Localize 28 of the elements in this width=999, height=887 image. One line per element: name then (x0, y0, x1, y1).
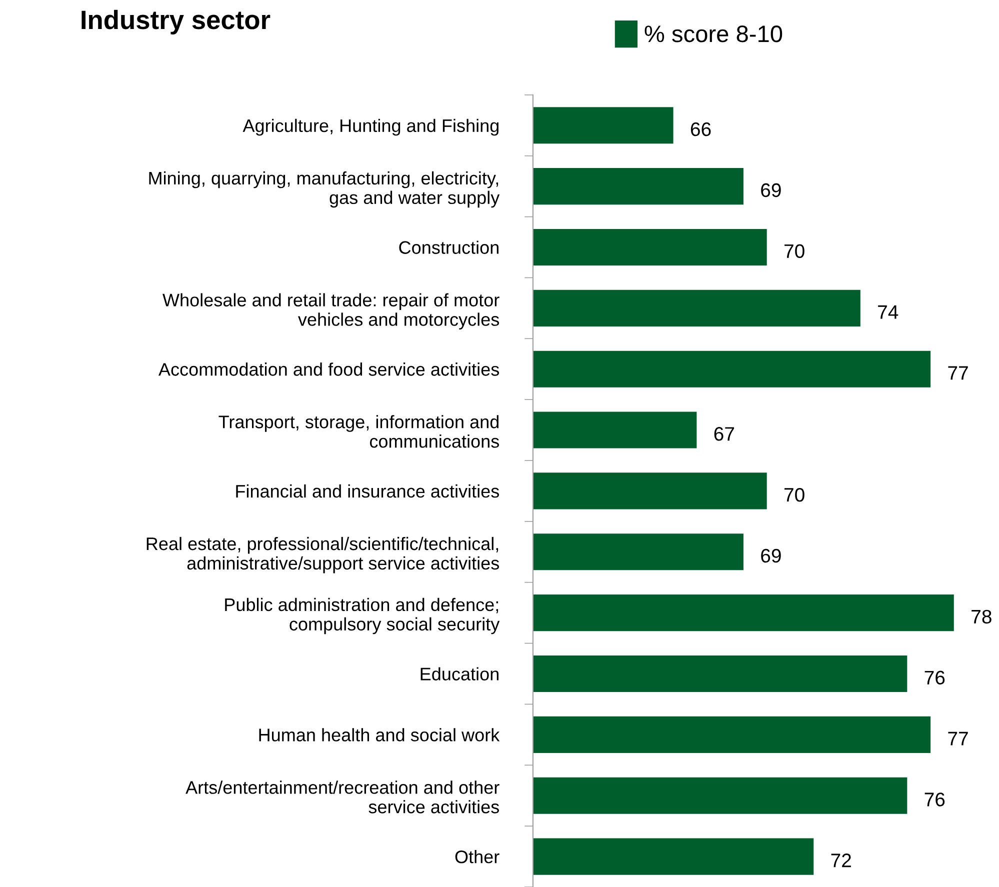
data-label: 70 (784, 488, 804, 502)
y-tick-label: Arts/entertainment/recreation and other service activities (186, 780, 500, 814)
text: Industry sector (82, 10, 270, 34)
y-tick-label: Education (420, 667, 498, 680)
data-label: 77 (948, 366, 968, 380)
data-label: 77 (948, 732, 968, 746)
data-label: 78 (972, 610, 992, 624)
y-tick-label: Transport, storage, information and communications (218, 415, 499, 448)
y-tick-label: Public administration and defence; compulsory social security (225, 598, 500, 634)
y-tick-label: Construction (399, 240, 498, 254)
y-tick-label: Wholesale and retail trade: repair of motor vehicles and motorcycles (162, 293, 500, 330)
y-tick-label: Mining, quarrying, manufacturing, electricity, gas and water supply (149, 171, 500, 208)
data-label: 76 (924, 670, 945, 685)
data-label: 74 (878, 305, 898, 319)
data-label: 72 (831, 854, 851, 868)
data-label: 70 (784, 244, 804, 258)
data-label: 67 (714, 427, 734, 441)
y-tick-label: Real estate, professional/scientific/technical, administrative/support service activities (146, 536, 499, 574)
data-label: 76 (924, 792, 945, 806)
legend-label: % score 8-10 (644, 26, 782, 42)
y-tick-label: Human health and social work (259, 728, 500, 742)
data-label: 66 (690, 122, 711, 136)
y-tick-label: Other (455, 850, 500, 864)
y-tick-label: Agriculture, Hunting and Fishing (242, 118, 498, 136)
y-tick-label: Accommodation and food service activities (158, 362, 499, 376)
data-label: 69 (761, 548, 781, 563)
y-tick-label: Financial and insurance activities (236, 484, 499, 498)
data-label: 69 (761, 183, 781, 198)
